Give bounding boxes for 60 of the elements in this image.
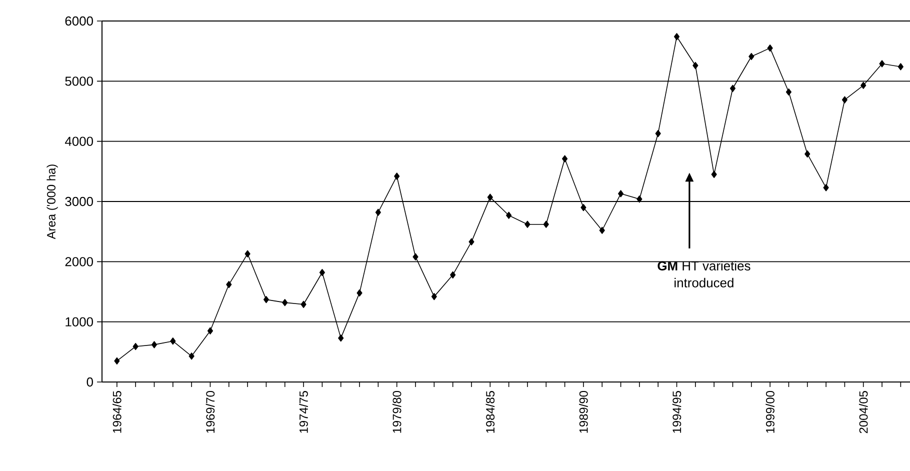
y-tick-label: 5000	[65, 76, 93, 86]
point	[431, 292, 437, 300]
point	[823, 184, 829, 192]
point	[842, 96, 848, 104]
point	[730, 84, 736, 92]
point	[226, 280, 232, 288]
point	[860, 82, 866, 89]
point	[618, 190, 624, 198]
point	[898, 63, 904, 70]
point	[468, 238, 474, 246]
point	[338, 334, 344, 342]
point	[580, 204, 586, 212]
point	[711, 170, 717, 178]
point	[450, 271, 456, 278]
point	[767, 44, 773, 52]
point	[786, 88, 792, 96]
point	[244, 250, 250, 258]
point	[188, 352, 194, 360]
y-tick-label: 2000	[65, 257, 93, 266]
point	[375, 208, 381, 216]
x-tick-label: 2004/05	[858, 391, 868, 434]
point	[692, 62, 698, 70]
point	[524, 220, 530, 228]
point	[655, 130, 661, 138]
point	[151, 341, 158, 348]
x-tick-label: 1994/95	[672, 391, 682, 433]
point	[804, 150, 810, 158]
point	[170, 338, 176, 345]
point	[674, 33, 680, 40]
point	[636, 196, 642, 203]
point	[879, 60, 885, 68]
point	[748, 52, 754, 60]
x-tick-label: 1979/80	[392, 390, 402, 433]
x-tick-label: 1969/70	[206, 390, 215, 433]
y-tick-label: 3000	[65, 196, 93, 206]
x-tick-label: 1964/65	[112, 391, 122, 433]
point	[319, 268, 325, 276]
point	[282, 298, 288, 306]
x-tick-label: 1999/00	[766, 390, 774, 433]
point	[207, 327, 214, 334]
point	[412, 253, 418, 260]
point	[114, 357, 120, 365]
x-tick-label: 1974/75	[299, 391, 308, 433]
y-tick-label: 1000	[66, 317, 93, 326]
y-axis-title: Area ('000 ha)	[46, 164, 58, 240]
point	[599, 226, 605, 234]
point	[543, 220, 549, 228]
point	[263, 296, 270, 304]
point	[132, 342, 138, 350]
point	[487, 194, 493, 201]
y-tick-label: 6000	[65, 16, 93, 26]
point	[506, 212, 512, 219]
x-tick-label: 1989/90	[579, 390, 588, 433]
y-tick-label: 0	[86, 377, 93, 387]
x-tick-label: 1984/85	[486, 391, 495, 433]
point	[300, 300, 306, 308]
y-tick-label: 4000	[64, 136, 93, 146]
point	[394, 172, 400, 180]
point	[562, 155, 568, 162]
point	[356, 289, 362, 297]
